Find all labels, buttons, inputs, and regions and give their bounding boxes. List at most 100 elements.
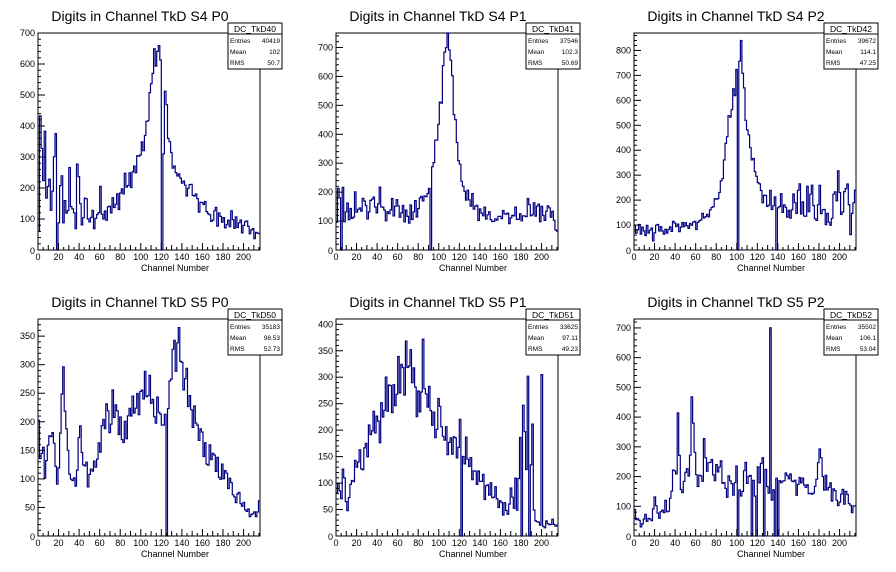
x-tick-label: 140 [174,538,189,548]
y-tick-label: 200 [20,183,35,193]
x-axis-label: Channel Number [141,549,209,559]
stats-name: DC_TkD50 [234,310,276,320]
x-tick-label: 100 [431,538,446,548]
x-tick-label: 160 [493,538,508,548]
x-axis-label: Channel Number [737,263,805,273]
x-tick-label: 60 [691,538,701,548]
stats-value: 39672 [858,38,876,45]
histogram-line [336,32,558,251]
y-tick-label: 600 [616,95,631,105]
plot-frame [633,32,857,251]
x-tick-label: 140 [770,252,785,262]
x-tick-label: 20 [650,252,660,262]
x-tick-label: 40 [74,538,84,548]
x-tick-label: 100 [431,252,446,262]
x-tick-label: 160 [493,252,508,262]
x-tick-label: 160 [195,252,210,262]
y-tick-label: 100 [20,214,35,224]
y-tick-label: 150 [20,445,35,455]
y-tick-label: 600 [616,353,631,363]
stats-name: DC_TkD40 [234,24,276,34]
y-tick-label: 100 [616,220,631,230]
stats-name: DC_TkD41 [532,24,574,34]
x-tick-label: 20 [352,538,362,548]
y-tick-label: 400 [318,319,333,329]
stats-value: 50.69 [562,60,579,67]
stats-name: DC_TkD42 [830,24,872,34]
x-tick-label: 120 [154,252,169,262]
y-tick-label: 200 [318,425,333,435]
histogram-canvas: Digits in Channel TkD S5 P0 0 20 40 60 80 100 1… [20,294,283,559]
chart-title: Digits in Channel TkD S4 P1 [349,8,526,24]
stats-name: DC_TkD51 [532,310,574,320]
stats-value: 106.1 [860,335,877,342]
x-tick-label: 180 [811,538,826,548]
histogram-panel-s5-p1: Digits in Channel TkD S5 P1 0 20 40 60 80 100 1… [298,286,596,572]
x-tick-label: 140 [472,538,487,548]
plot-frame [633,318,857,537]
y-tick-label: 300 [318,158,333,168]
x-tick-label: 80 [115,538,125,548]
histogram-panel-s4-p2: Digits in Channel TkD S4 P2 0 20 40 60 80 100 1… [596,0,894,286]
y-tick-label: 600 [20,59,35,69]
y-tick-label: 150 [318,452,333,462]
stats-name: DC_TkD52 [830,310,872,320]
stats-label: RMS [826,346,841,353]
histogram-line [336,338,558,537]
y-tick-label: 500 [318,100,333,110]
y-tick-label: 0 [30,532,35,542]
x-tick-label: 180 [215,538,230,548]
x-tick-label: 140 [770,538,785,548]
x-tick-label: 100 [133,538,148,548]
stats-value: 49.23 [562,346,579,353]
y-tick-label: 300 [616,170,631,180]
stats-value: 47.25 [860,60,877,67]
x-tick-label: 0 [35,538,40,548]
x-tick-label: 40 [372,252,382,262]
x-tick-label: 40 [74,252,84,262]
x-axis-label: Channel Number [737,549,805,559]
x-tick-label: 160 [791,252,806,262]
x-tick-label: 80 [115,252,125,262]
stats-label: Entries [528,324,549,331]
x-tick-label: 120 [452,538,467,548]
stats-value: 40419 [262,38,280,45]
x-tick-label: 60 [393,252,403,262]
histogram-canvas: Digits in Channel TkD S4 P1 0 20 40 60 80 100 1… [318,8,581,273]
x-tick-label: 0 [35,252,40,262]
y-tick-label: 500 [20,90,35,100]
y-tick-label: 0 [328,532,333,542]
x-tick-label: 200 [236,252,251,262]
stats-value: 97.11 [562,335,578,342]
y-tick-label: 350 [20,331,35,341]
plot-frame [335,32,559,251]
plot-frame [37,32,261,251]
histogram-panel-s5-p2: Digits in Channel TkD S5 P2 0 20 40 60 80 100 1… [596,286,894,572]
x-tick-label: 40 [670,252,680,262]
stats-value: 35502 [858,324,876,331]
plot-frame [37,318,261,537]
y-tick-label: 500 [616,120,631,130]
histogram-panel-s4-p0: Digits in Channel TkD S4 P0 0 20 40 60 80 100 1… [0,0,298,286]
y-tick-label: 200 [318,187,333,197]
stats-value: 35183 [262,324,280,331]
x-axis-label: Channel Number [439,549,507,559]
y-tick-label: 300 [20,152,35,162]
x-tick-label: 160 [791,538,806,548]
x-tick-label: 200 [534,538,549,548]
histogram-line [634,39,856,251]
x-tick-label: 60 [393,538,403,548]
stats-value: 114.1 [860,49,876,56]
stats-box: DC_TkD51 Entries 33625 Mean 97.11 RMS 49.23 [525,308,581,356]
y-tick-label: 300 [318,372,333,382]
stats-label: Mean [230,49,247,56]
y-tick-label: 700 [616,323,631,333]
y-tick-label: 700 [20,28,35,38]
stats-box: DC_TkD42 Entries 39672 Mean 114.1 RMS 47.25 [823,22,879,70]
x-tick-label: 100 [729,538,744,548]
stats-box: DC_TkD40 Entries 40419 Mean 102 RMS 50.7 [227,22,283,70]
y-tick-label: 0 [328,246,333,256]
stats-value: 102 [269,49,280,56]
stats-label: Entries [826,324,847,331]
y-tick-label: 200 [616,472,631,482]
